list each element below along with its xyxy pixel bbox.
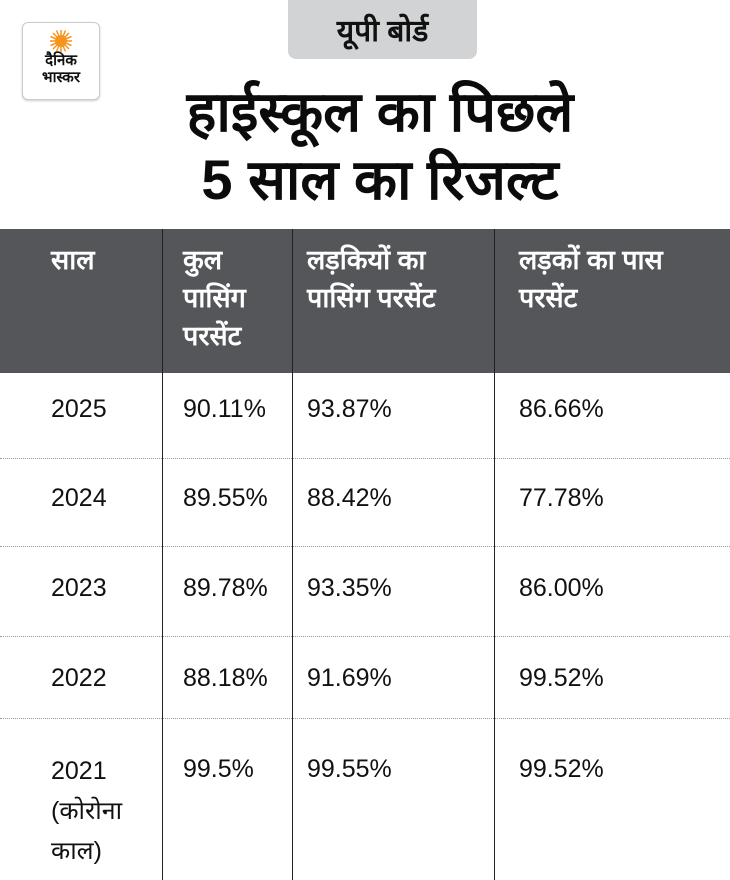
cell-girls: 93.87%: [307, 395, 392, 423]
cell-boys: 86.00%: [519, 574, 604, 602]
cell-girls: 99.55%: [307, 755, 392, 783]
column-divider: [162, 229, 163, 880]
row-divider: [0, 718, 730, 719]
header-girls-pass: लड़कियों का पासिंग परसेंट: [307, 245, 436, 313]
cell-boys: 99.52%: [519, 755, 604, 783]
cell-year: 2024: [51, 484, 107, 512]
column-divider: [292, 229, 293, 880]
row-divider: [0, 546, 730, 547]
results-table: साल कुल पासिंग परसेंट लड़कियों का पासिंग…: [0, 229, 730, 880]
cell-boys: 99.52%: [519, 664, 604, 692]
cell-boys: 77.78%: [519, 484, 604, 512]
cell-year: 2021 (कोरोना काल): [51, 757, 123, 865]
cell-total: 89.78%: [183, 574, 268, 602]
cell-boys: 86.66%: [519, 395, 604, 423]
header-boys-pass: लड़कों का पास परसेंट: [519, 245, 663, 313]
cell-total: 99.5%: [183, 755, 254, 783]
logo-text-line2: भास्कर: [42, 69, 80, 86]
category-badge: यूपी बोर्ड: [288, 0, 477, 59]
cell-total: 90.11%: [183, 395, 266, 423]
header-year: साल: [51, 245, 95, 275]
logo-text-line1: दैनिक: [45, 52, 77, 69]
title-line-2: 5 साल का रिजल्ट: [201, 148, 559, 211]
cell-girls: 88.42%: [307, 484, 392, 512]
cell-girls: 91.69%: [307, 664, 392, 692]
cell-total: 89.55%: [183, 484, 268, 512]
sun-icon: [50, 30, 72, 52]
dainik-bhaskar-logo: दैनिक भास्कर: [22, 22, 100, 100]
column-divider: [494, 229, 495, 880]
header-total-pass: कुल पासिंग परसेंट: [183, 245, 246, 351]
cell-year: 2025: [51, 395, 107, 423]
page-title: हाईस्कूल का पिछले 5 साल का रिजल्ट: [100, 78, 660, 214]
cell-year: 2022: [51, 664, 107, 692]
title-line-1: हाईस्कूल का पिछले: [186, 80, 574, 143]
cell-total: 88.18%: [183, 664, 268, 692]
cell-girls: 93.35%: [307, 574, 392, 602]
row-divider: [0, 458, 730, 459]
table-header: साल कुल पासिंग परसेंट लड़कियों का पासिंग…: [0, 229, 730, 373]
cell-year: 2023: [51, 574, 107, 602]
row-divider: [0, 636, 730, 637]
